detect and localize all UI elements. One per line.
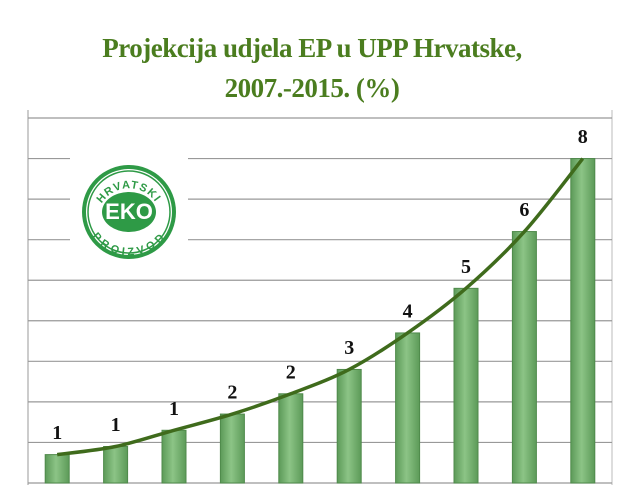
trend-line [56,157,585,457]
value-label: 4 [403,301,413,323]
bar [453,287,479,484]
bar [161,429,187,484]
chart-title: Projekcija udjela EP u UPP Hrvatske, 200… [102,33,522,103]
logo: EKO HRVATSKI PROIZVOD [70,150,188,278]
logo-text: EKO [105,199,153,224]
value-label: 8 [578,126,588,148]
logo-ring-inner [87,170,171,254]
value-label: 2 [286,361,296,383]
bar [511,231,537,484]
bar [44,454,70,484]
bar [570,158,596,484]
logo-center [102,192,156,232]
bar [395,332,421,484]
bar [278,393,304,484]
value-label: 1 [52,422,62,444]
value-label: 5 [461,256,471,278]
value-label: 1 [111,414,121,436]
value-label: 2 [227,382,237,404]
value-label: 3 [344,337,354,359]
bar [336,368,362,484]
value-label: 1 [169,398,179,420]
bar [219,413,245,484]
value-label: 6 [519,199,529,221]
bar [103,446,129,484]
